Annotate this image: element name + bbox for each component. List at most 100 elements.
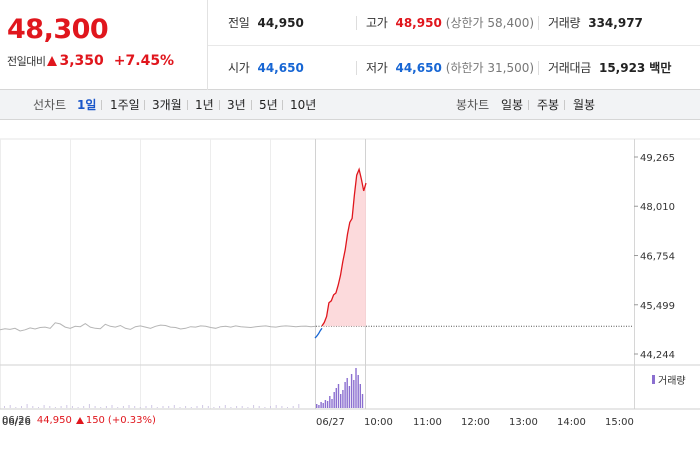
volume-bar bbox=[88, 404, 90, 408]
volume-bar bbox=[122, 406, 124, 408]
volume-bar bbox=[66, 405, 68, 408]
prev-day-line bbox=[0, 322, 317, 332]
period-1y[interactable]: 1년 bbox=[195, 98, 214, 112]
period-separator bbox=[528, 100, 529, 110]
low-label: 저가 bbox=[366, 61, 388, 75]
x-tick-label: 14:00 bbox=[557, 417, 586, 428]
volume-bar bbox=[329, 396, 331, 408]
period-3y[interactable]: 3년 bbox=[227, 98, 246, 112]
prev-day-info: 06/26 44,950 150 (+0.33%) bbox=[2, 415, 156, 426]
volume-bar bbox=[128, 405, 130, 408]
period-separator bbox=[101, 100, 102, 110]
low-value: 44,650 bbox=[395, 60, 442, 75]
candle-chart-label: 봉차트 bbox=[456, 98, 490, 112]
volume-bar bbox=[49, 406, 51, 408]
volume-bar bbox=[337, 384, 340, 408]
volume-bar bbox=[322, 403, 324, 408]
trade-value-unit: 백만 bbox=[649, 61, 672, 75]
prev-day-change: 150 bbox=[85, 415, 105, 426]
volume-bar bbox=[21, 406, 22, 408]
x-tick-label: 13:00 bbox=[509, 417, 538, 428]
volume-bar bbox=[168, 406, 170, 408]
volume-bar bbox=[4, 406, 5, 408]
high-cell: 고가 48,950 (상한가 58,400) bbox=[366, 0, 534, 45]
volume-bar bbox=[71, 406, 73, 408]
volume-bar bbox=[292, 406, 294, 408]
trade-value: 15,923 bbox=[598, 60, 646, 75]
price-box: 48,300 전일대비 3,350 +7.45% bbox=[0, 0, 208, 90]
volume-bar bbox=[287, 407, 288, 408]
candle-daily[interactable]: 일봉 bbox=[501, 98, 524, 112]
volume-bar bbox=[324, 400, 327, 408]
volume-bar bbox=[359, 384, 361, 408]
candle-weekly[interactable]: 주봉 bbox=[537, 98, 560, 112]
period-bar: 선차트 1일 1주일 3개월 1년 3년 5년 10년 봉차트 일봉 주봉 월봉 bbox=[0, 90, 700, 120]
volume-bar bbox=[117, 407, 119, 408]
volume-bar bbox=[190, 407, 192, 408]
period-1w[interactable]: 1주일 bbox=[110, 98, 140, 112]
volume-bar bbox=[331, 399, 333, 408]
volume-bar bbox=[111, 405, 113, 408]
volume-bar bbox=[241, 406, 243, 408]
volume-bar bbox=[224, 405, 226, 408]
volume-bar bbox=[83, 406, 85, 408]
divider bbox=[356, 16, 357, 30]
period-10y[interactable]: 10년 bbox=[290, 98, 317, 112]
period-3m[interactable]: 3개월 bbox=[152, 98, 182, 112]
y-tick-label: 46,754 bbox=[640, 252, 675, 263]
volume-bar bbox=[219, 406, 221, 408]
prev-close-label: 전일 bbox=[228, 16, 250, 30]
period-separator bbox=[564, 100, 565, 110]
volume-bar bbox=[253, 405, 255, 408]
y-tick-label: 48,010 bbox=[640, 202, 675, 213]
divider bbox=[356, 61, 357, 75]
price-chart: 49,265 48,010 46,754 45,499 44,244 06/26 06/27… bbox=[0, 121, 700, 450]
x-tick-label: 15:00 bbox=[605, 417, 634, 428]
period-separator bbox=[187, 100, 188, 110]
volume-bar bbox=[139, 407, 141, 408]
volume-bar bbox=[100, 407, 102, 408]
period-1d[interactable]: 1일 bbox=[77, 98, 97, 112]
open-value: 44,650 bbox=[257, 60, 304, 75]
volume-bar bbox=[38, 407, 39, 408]
low-cell: 저가 44,650 (하한가 31,500) bbox=[366, 45, 534, 90]
divider bbox=[538, 16, 539, 30]
volume-bar bbox=[94, 406, 96, 408]
volume-bar bbox=[196, 406, 198, 408]
volume-label: 거래량 bbox=[548, 16, 581, 30]
rise-line bbox=[321, 167, 367, 327]
volume-bar bbox=[32, 406, 34, 408]
x-tick-label: 10:00 bbox=[364, 417, 393, 428]
quote-summary: 48,300 전일대비 3,350 +7.45% 전일 44,950 고가 48… bbox=[0, 0, 700, 90]
period-separator bbox=[144, 100, 145, 110]
candle-monthly[interactable]: 월봉 bbox=[573, 98, 596, 112]
x-tick-label: 06/27 bbox=[316, 417, 345, 428]
trade-value-cell: 거래대금 15,923 백만 bbox=[548, 45, 671, 90]
volume-bar bbox=[281, 406, 283, 408]
volume-bar bbox=[179, 407, 181, 408]
period-separator bbox=[282, 100, 283, 110]
y-tick-label: 44,244 bbox=[640, 350, 675, 361]
change-label: 전일대비 bbox=[7, 55, 46, 68]
volume-bar bbox=[9, 405, 11, 408]
volume-bar bbox=[151, 405, 153, 408]
volume-bar bbox=[298, 404, 300, 408]
volume-bar bbox=[156, 407, 158, 408]
volume-bar bbox=[346, 378, 348, 408]
high-label: 고가 bbox=[366, 16, 388, 30]
period-5y[interactable]: 5년 bbox=[259, 98, 278, 112]
volume-bar bbox=[134, 406, 136, 408]
opening-line bbox=[314, 327, 323, 339]
lower-limit: (하한가 31,500) bbox=[445, 61, 535, 75]
volume-bar bbox=[353, 380, 355, 408]
volume-bar bbox=[236, 406, 238, 408]
upper-limit: (상한가 58,400) bbox=[445, 16, 535, 30]
rise-area bbox=[322, 169, 366, 327]
prev-day-price: 44,950 bbox=[36, 415, 72, 426]
price-chart-svg: 49,265 48,010 46,754 45,499 44,244 06/26 06/27… bbox=[0, 138, 700, 428]
volume-bar bbox=[316, 404, 318, 408]
change-value: 3,350 bbox=[59, 53, 104, 69]
volume-bar bbox=[26, 404, 28, 408]
volume-bar bbox=[320, 402, 322, 408]
volume-swatch bbox=[652, 375, 655, 384]
